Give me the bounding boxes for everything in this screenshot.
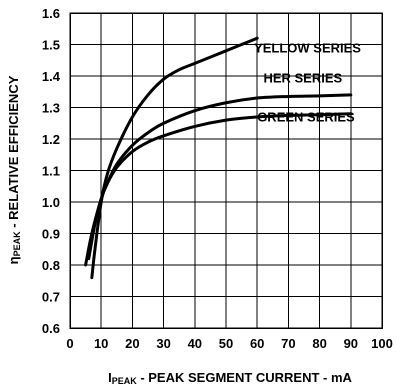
green-series-label: GREEN SERIES [257,110,355,125]
x-axis-title-subscript: PEAK [112,376,138,386]
x-tick-label: 30 [156,336,170,351]
x-tick-label: 60 [250,336,264,351]
x-axis-title-prefix: I [108,370,112,385]
y-tick-label: 0.8 [42,258,60,273]
y-axis-title-rest: - RELATIVE EFFICIENCY [6,75,21,231]
grid-lines [69,12,383,329]
y-tick-label: 0.6 [42,321,60,336]
x-tick-label: 90 [344,336,358,351]
yellow-series-label: YELLOW SERIES [254,40,361,55]
y-tick-label: 1.1 [42,164,60,179]
y-tick-label: 1.0 [42,195,60,210]
y-tick-label: 1.4 [42,69,61,84]
y-tick-label: 0.7 [42,290,60,305]
y-tick-label: 1.2 [42,132,60,147]
x-tick-label: 40 [188,336,202,351]
x-tick-label: 20 [125,336,139,351]
yellow-series-curve [90,36,259,280]
y-axis-title: ηPEAK - RELATIVE EFFICIENCY [6,75,22,264]
x-tick-label: 80 [312,336,326,351]
her-series-label: HER SERIES [263,70,342,85]
y-tick-label: 1.5 [42,38,60,53]
y-tick-label: 1.3 [42,101,60,116]
x-tick-label: 10 [94,336,108,351]
x-tick-label: 70 [281,336,295,351]
y-tick-labels: 0.6 0.7 0.8 0.9 1.0 1.1 1.2 1.3 1.4 1.5 1.6 [42,6,61,336]
series-labels: YELLOW SERIES HER SERIES GREEN SERIES [254,40,361,124]
y-tick-label: 0.9 [42,227,60,242]
y-tick-label: 1.6 [42,6,60,21]
plot-frame [69,12,383,329]
green-series-curve [87,112,353,261]
data-curves [84,36,353,280]
y-axis-title-prefix: η [6,256,21,264]
x-tick-label: 50 [219,336,233,351]
x-axis-title-rest: - PEAK SEGMENT CURRENT - mA [137,370,353,385]
x-tick-label: 0 [66,336,73,351]
x-tick-label: 100 [371,336,393,351]
y-axis-title-subscript: PEAK [12,231,22,257]
x-axis-title: IPEAK - PEAK SEGMENT CURRENT - mA [108,370,352,386]
x-tick-labels: 0 10 20 30 40 50 60 70 80 90 100 [66,336,392,351]
